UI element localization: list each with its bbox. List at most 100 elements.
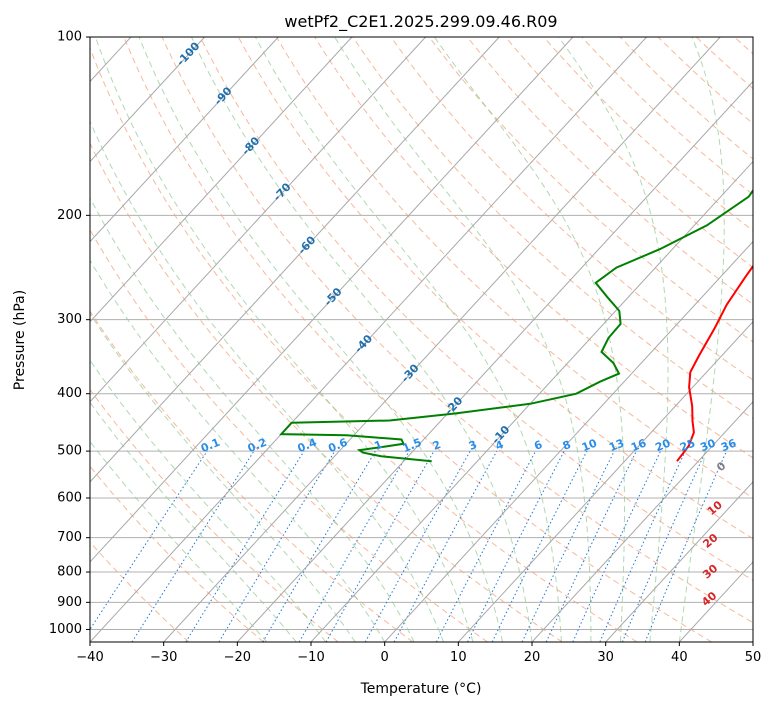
x-tick-label: −30 bbox=[150, 650, 177, 665]
isotherm-line bbox=[605, 481, 753, 642]
isotherm-line bbox=[0, 37, 57, 642]
isotherm-line bbox=[90, 37, 574, 563]
isotherm-line bbox=[236, 80, 753, 642]
y-axis-label: Pressure (hPa) bbox=[12, 290, 28, 390]
mixing-ratio-label: 1.5 bbox=[401, 436, 424, 455]
moist-adiabat-line bbox=[90, 312, 356, 642]
dry-adiabat-line bbox=[199, 37, 753, 581]
mixing-ratio-label: 0.1 bbox=[199, 436, 222, 455]
mixing-ratio-label: 16 bbox=[629, 436, 648, 454]
mixing-ratio-label: 13 bbox=[607, 437, 626, 455]
isotherm-line bbox=[310, 160, 753, 642]
y-tick-label: 600 bbox=[57, 491, 82, 506]
dry-adiabat-line bbox=[90, 541, 190, 642]
mixing-ratio-line bbox=[325, 450, 435, 642]
dry-adiabat-line bbox=[90, 142, 563, 642]
moist-adiabat-line bbox=[138, 37, 503, 642]
isotherm-line bbox=[678, 561, 753, 642]
isotherm-line bbox=[90, 37, 647, 642]
y-axis-ticks: 100 200 300 400 500 600 700 800 900 1000 bbox=[49, 30, 90, 637]
chart-title: wetPf2_C2E1.2025.299.09.46.R09 bbox=[284, 12, 557, 32]
x-tick-label: −20 bbox=[224, 650, 251, 665]
mixing-ratio-line bbox=[185, 450, 305, 642]
dry-adiabat-line bbox=[543, 37, 753, 232]
mixing-ratio-line bbox=[364, 450, 471, 642]
y-tick-label: 400 bbox=[57, 386, 82, 401]
isotherm-line bbox=[90, 37, 279, 243]
mixing-ratio-label: 1 bbox=[372, 438, 384, 453]
moist-adiabat-line bbox=[558, 37, 669, 642]
moist-adiabat-label: 30 bbox=[700, 562, 720, 582]
dry-adiabat-line bbox=[581, 37, 753, 196]
isotherm-line bbox=[90, 37, 205, 163]
moist-adiabat-line bbox=[90, 259, 386, 642]
moist-adiabat-line bbox=[334, 37, 592, 642]
mixing-ratio-line bbox=[521, 450, 615, 642]
x-tick-label: 50 bbox=[745, 650, 762, 665]
x-tick-label: −40 bbox=[76, 650, 103, 665]
dry-adiabat-line bbox=[428, 37, 753, 343]
dry-adiabat-line bbox=[237, 37, 753, 540]
temperature-profile-line bbox=[676, 264, 753, 462]
dry-adiabat-line bbox=[657, 37, 753, 125]
isotherm-line bbox=[384, 240, 753, 642]
moist-adiabat-line bbox=[90, 196, 415, 642]
mixing-ratio-line bbox=[393, 450, 498, 642]
plot-frame bbox=[89, 36, 754, 643]
dry-adiabat-line bbox=[90, 46, 638, 642]
y-tick-label: 100 bbox=[57, 30, 82, 45]
dry-adiabat-line bbox=[123, 37, 712, 642]
isotherm-line bbox=[752, 641, 753, 642]
dry-adiabat-line bbox=[314, 37, 753, 459]
y-tick-label: 200 bbox=[57, 208, 82, 223]
mixing-ratio-label: 3 bbox=[467, 438, 479, 453]
background-lines bbox=[0, 37, 753, 642]
mixing-ratio-line bbox=[218, 450, 336, 642]
mixing-ratio-label: 2 bbox=[431, 438, 443, 453]
mixing-ratio-label: 20 bbox=[653, 436, 672, 454]
isotherm-line bbox=[163, 37, 721, 642]
dry-adiabat-line bbox=[90, 465, 264, 642]
x-tick-label: 40 bbox=[671, 650, 688, 665]
moist-adiabat-line bbox=[191, 37, 533, 642]
x-axis-ticks: −40 −30 −20 −10 0 10 20 30 40 50 bbox=[76, 642, 761, 665]
isotherm-line bbox=[90, 37, 426, 403]
mixing-ratio-line bbox=[467, 450, 565, 642]
moist-adiabat-label: 0 bbox=[714, 459, 728, 474]
mixing-ratio-line bbox=[131, 450, 255, 642]
mixing-ratio-line bbox=[491, 450, 588, 642]
y-tick-label: 700 bbox=[57, 530, 82, 545]
series-layer bbox=[279, 188, 753, 463]
moist-adiabat-label: 40 bbox=[699, 589, 719, 609]
dry-adiabat-line bbox=[505, 37, 753, 269]
moist-adiabat-line bbox=[90, 401, 297, 642]
x-tick-label: −10 bbox=[297, 650, 324, 665]
y-tick-label: 300 bbox=[57, 312, 82, 327]
y-tick-label: 500 bbox=[57, 444, 82, 459]
mixing-ratio-label: 0.6 bbox=[326, 436, 349, 455]
mixing-ratio-line bbox=[90, 450, 208, 631]
moist-adiabat-line bbox=[678, 37, 725, 642]
mixing-ratio-line bbox=[599, 450, 686, 642]
mixing-ratio-line bbox=[572, 450, 662, 642]
mixing-ratio-label: 0.4 bbox=[296, 436, 319, 455]
moist-adiabat-line bbox=[254, 37, 562, 642]
isotherm-line bbox=[90, 37, 353, 323]
dry-adiabat-line bbox=[161, 37, 753, 624]
moist-adiabat-line bbox=[433, 37, 625, 642]
mixing-ratio-line bbox=[545, 450, 637, 642]
dry-adiabat-line bbox=[90, 388, 339, 642]
mixing-ratio-label: 30 bbox=[698, 436, 717, 454]
mixing-ratio-label: 36 bbox=[719, 436, 738, 454]
y-tick-label: 1000 bbox=[49, 622, 82, 637]
x-tick-label: 20 bbox=[524, 650, 541, 665]
y-tick-label: 800 bbox=[57, 565, 82, 580]
isotherm-line bbox=[457, 320, 753, 642]
isotherm-line bbox=[531, 401, 753, 642]
dry-adiabat-line bbox=[390, 37, 753, 381]
mixing-ratio-label: 8 bbox=[561, 438, 573, 453]
mixing-ratio-label: 10 bbox=[580, 436, 599, 454]
dry-adiabat-line bbox=[466, 37, 753, 305]
dry-adiabat-line bbox=[276, 37, 753, 499]
